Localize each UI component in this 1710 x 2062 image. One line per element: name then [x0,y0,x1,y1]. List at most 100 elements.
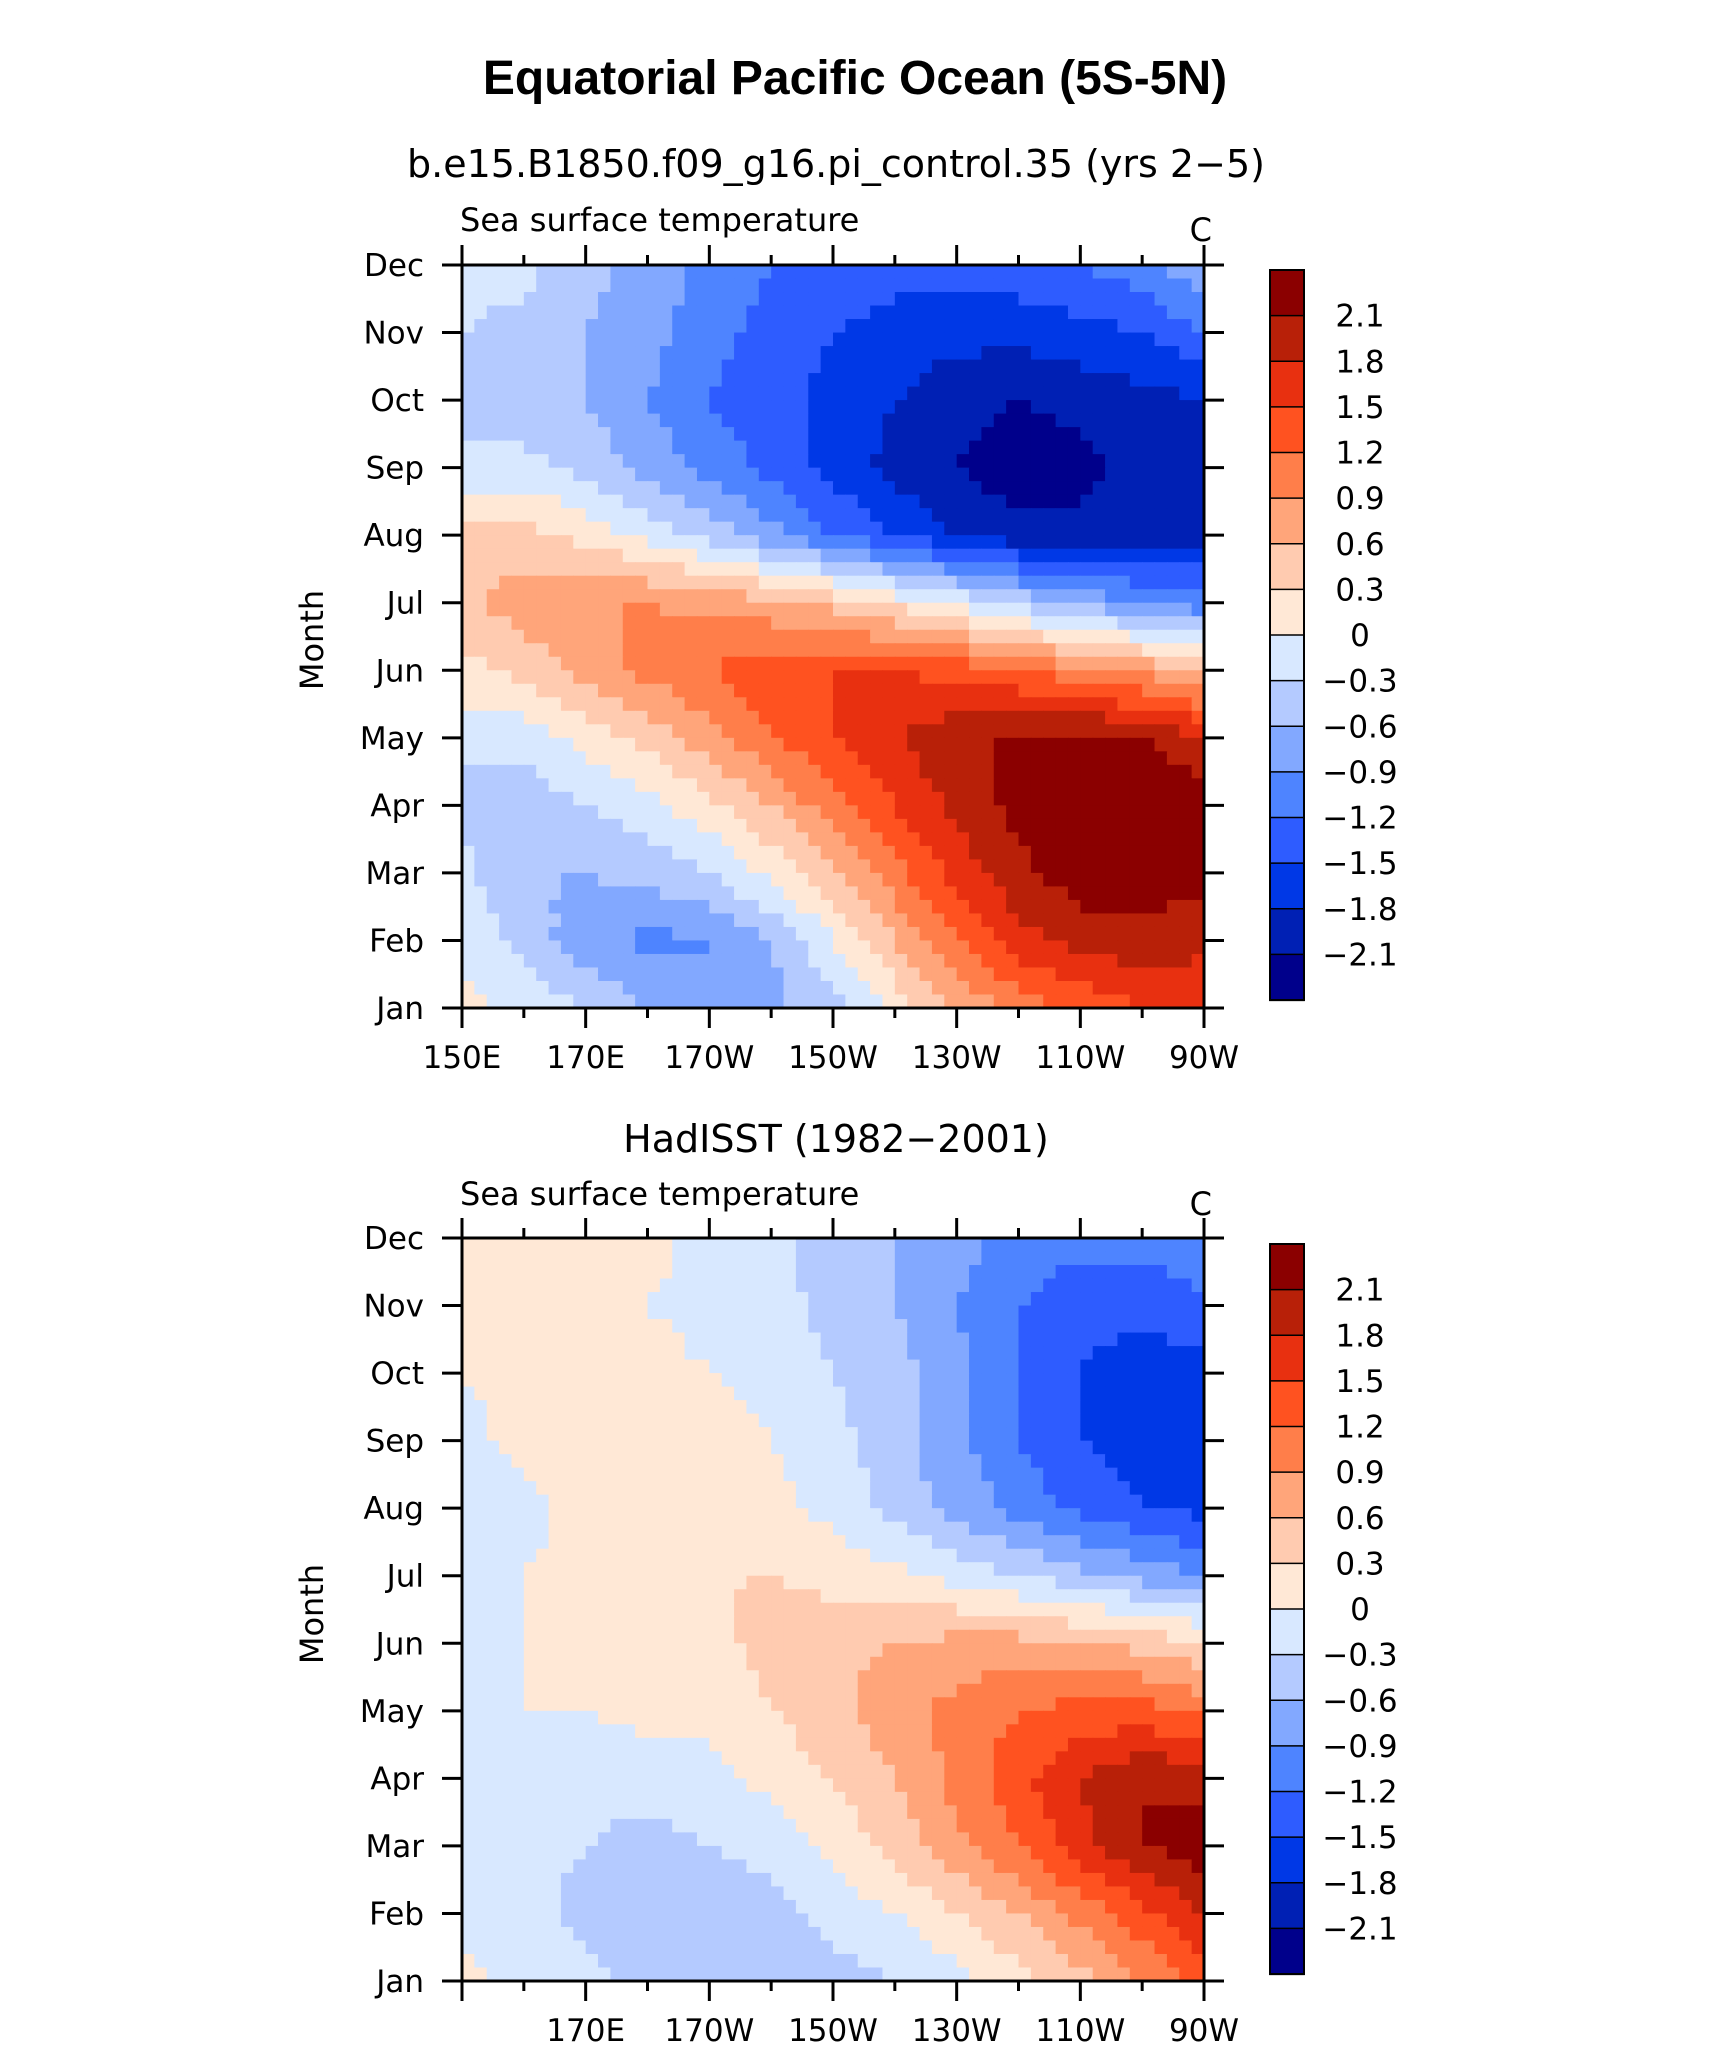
contour-cell [870,778,884,793]
contour-cell [622,629,636,644]
contour-cell [721,683,735,698]
contour-cell [734,346,748,361]
contour-cell [1179,1251,1193,1266]
contour-cell [684,751,698,766]
contour-cell [919,1373,933,1388]
contour-cell [1030,1319,1044,1334]
contour-cell [523,1386,537,1401]
contour-cell [882,1278,896,1293]
contour-cell [771,724,785,739]
contour-cell [610,535,624,550]
contour-cell [622,886,636,901]
contour-cell [783,278,797,293]
contour-cell [635,994,649,1009]
contour-cell [795,899,809,915]
contour-cell [956,886,970,901]
x-tick-label: 170W [664,1040,754,1076]
contour-cell [907,1454,921,1469]
contour-cell [696,872,710,888]
contour-cell [474,562,488,577]
contour-cell [696,1454,710,1469]
contour-cell [845,481,859,496]
contour-cell [833,575,846,590]
contour-cell [882,278,896,293]
contour-cell [820,872,834,888]
contour-cell [882,602,896,617]
contour-cell [523,845,537,860]
contour-cell [820,508,834,523]
contour-cell [857,292,871,307]
contour-cell [598,427,611,442]
contour-cell [486,643,500,658]
contour-cell [1129,292,1143,307]
contour-cell [857,791,871,806]
contour-cell [1191,1373,1205,1388]
contour-cell [1166,1292,1180,1307]
contour-cell [523,778,537,793]
contour-cell [696,643,710,658]
contour-field [462,265,1205,1009]
contour-cell [721,967,735,982]
contour-cell [1043,1265,1057,1280]
contour-cell [857,535,871,550]
contour-cell [783,1413,797,1428]
contour-cell [499,1548,513,1563]
contour-cell [931,1305,945,1320]
contour-cell [1030,1265,1044,1280]
contour-cell [771,710,785,725]
colorbar-box [1269,360,1305,409]
contour-cell [981,778,995,793]
contour-cell [746,454,760,469]
contour-cell [833,1265,846,1280]
contour-cell [635,1508,649,1523]
contour-cell [672,1278,686,1293]
contour-cell [771,427,785,442]
contour-cell [783,292,797,307]
contour-cell [672,805,686,820]
contour-cell [573,764,587,779]
contour-cell [1030,602,1044,617]
contour-cell [709,332,723,347]
contour-cell [882,1292,896,1307]
contour-cell [647,710,661,725]
panel-model: b.e15.B1850.f09_g16.pi_control.35 (yrs 2… [293,142,1398,1076]
contour-cell [511,791,525,806]
contour-cell [672,508,686,523]
contour-cell [709,535,723,550]
contour-cell [820,359,834,374]
contour-cell [931,805,945,820]
contour-cell [981,980,995,996]
contour-cell [783,778,797,793]
contour-cell [647,589,661,604]
contour-cell [1080,521,1094,536]
contour-cell [573,589,587,604]
contour-cell [771,1467,785,1482]
contour-cell [857,616,871,631]
contour-cell [1117,724,1131,739]
contour-cell [1067,872,1081,888]
contour-cell [499,481,513,496]
contour-cell [1067,994,1081,1009]
contour-cell [1105,818,1119,833]
contour-cell [1142,656,1156,671]
contour-cell [1055,1373,1069,1388]
contour-cell [610,562,624,577]
contour-cell [560,1305,574,1320]
contour-cell [944,670,958,685]
contour-cell [734,400,748,415]
contour-cell [919,805,933,820]
contour-cell [758,778,772,793]
contour-cell [672,1305,686,1320]
contour-cell [573,1346,587,1361]
contour-cell [647,670,661,685]
contour-cell [1129,1373,1143,1388]
contour-cell [647,737,661,752]
contour-cell [882,1427,896,1442]
contour-cell [870,265,884,280]
contour-cell [919,643,933,658]
contour-cell [833,845,846,860]
contour-cell [511,1359,525,1374]
contour-cell [548,400,562,415]
contour-cell [622,710,636,725]
y-tick-label: Jan [374,991,424,1027]
